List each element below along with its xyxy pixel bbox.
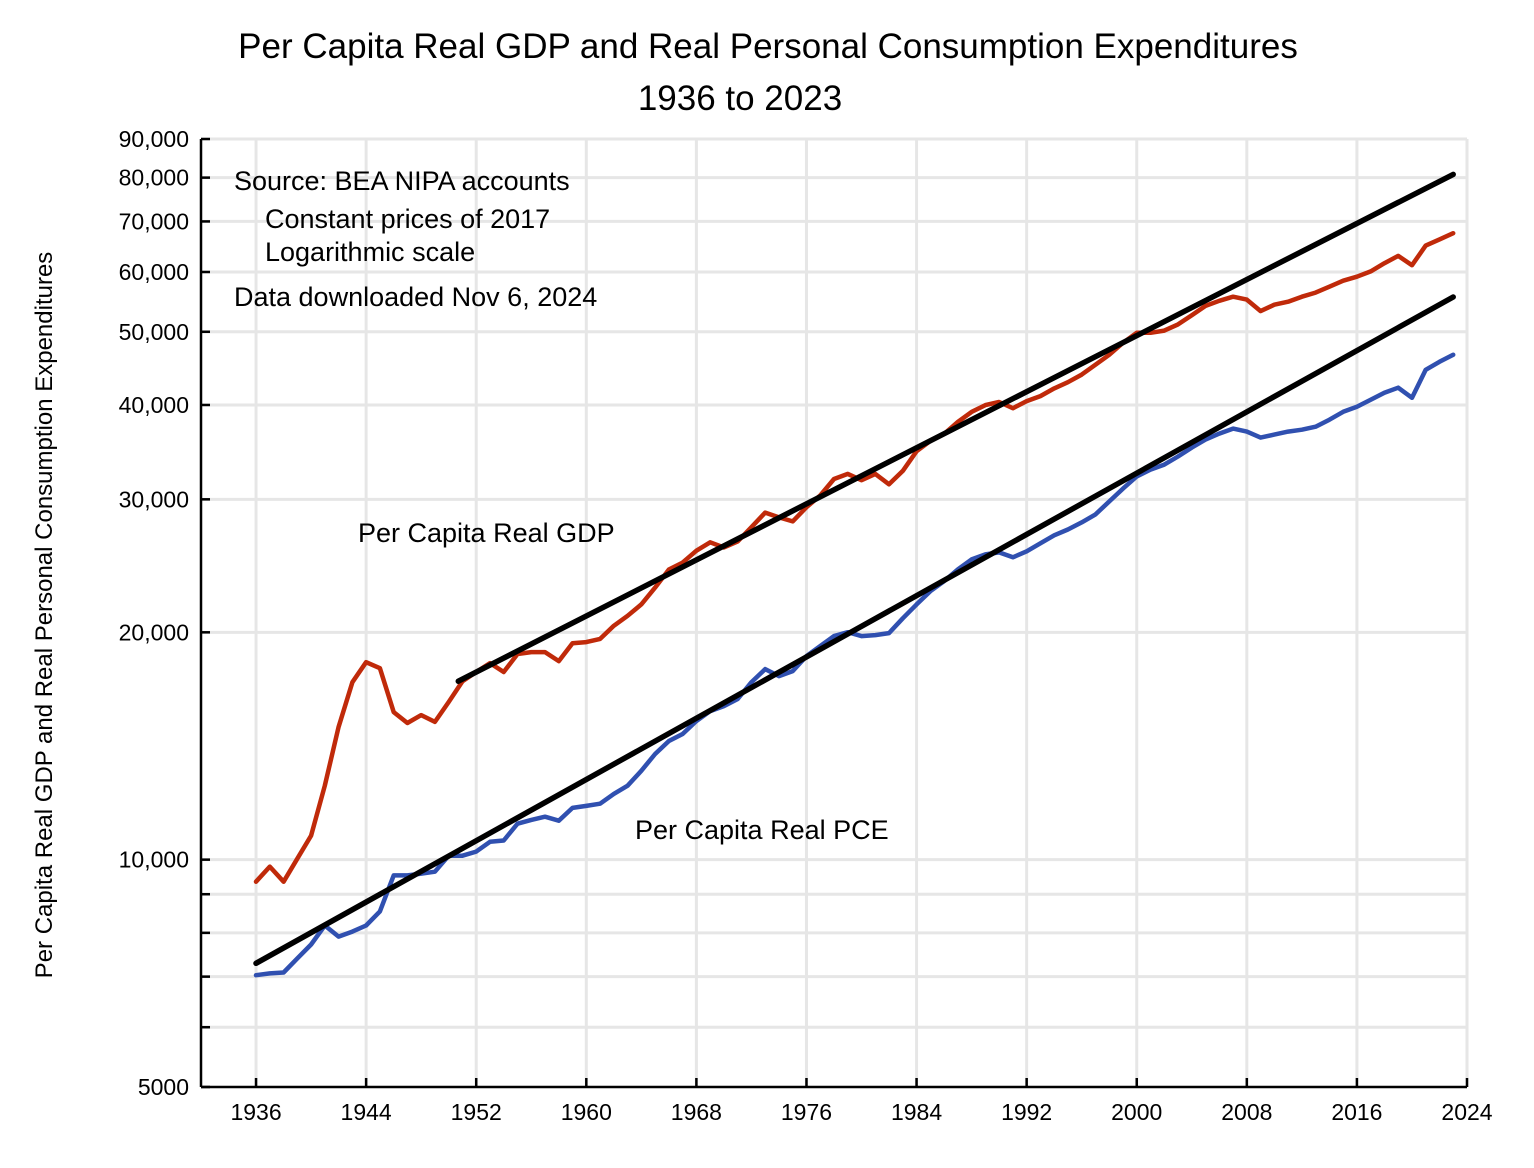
y-axis-ticks: 5000 10,000 20,000 30,000 40,000 50,000 60,000…	[119, 126, 210, 1100]
y-tick-label: 80,000	[119, 165, 189, 191]
x-tick-label: 2008	[1221, 1099, 1272, 1125]
x-tick-label: 1944	[341, 1099, 392, 1125]
chart-title: Per Capita Real GDP and Real Personal Co…	[238, 27, 1298, 66]
x-tick-label: 2024	[1441, 1099, 1492, 1125]
y-tick-label: 90,000	[119, 126, 189, 152]
x-tick-label: 1984	[891, 1099, 942, 1125]
y-tick-label: 70,000	[119, 208, 189, 234]
x-tick-label: 2016	[1331, 1099, 1382, 1125]
y-tick-label: 10,000	[119, 847, 189, 873]
pce-trend-line-line	[253, 294, 1456, 967]
x-tick-label: 2000	[1111, 1099, 1162, 1125]
annotation-log-scale: Logarithmic scale	[265, 237, 475, 267]
x-tick-label: 1976	[781, 1099, 832, 1125]
x-tick-label: 1952	[451, 1099, 502, 1125]
x-tick-label: 1936	[230, 1099, 281, 1125]
label-gdp-series: Per Capita Real GDP	[358, 518, 615, 548]
x-tick-label: 1960	[561, 1099, 612, 1125]
annotation-download-date: Data downloaded Nov 6, 2024	[234, 282, 597, 312]
x-tick-label: 1968	[671, 1099, 722, 1125]
gdp-trend-line-line	[455, 171, 1456, 684]
y-tick-label: 40,000	[119, 392, 189, 418]
y-tick-label: 30,000	[119, 486, 189, 512]
gridlines	[201, 137, 1469, 1087]
y-tick-label: 5000	[138, 1074, 189, 1100]
y-axis-label: Per Capita Real GDP and Real Personal Co…	[31, 252, 58, 979]
y-tick-label: 20,000	[119, 619, 189, 645]
annotation-source: Source: BEA NIPA accounts	[234, 166, 570, 196]
chart-subtitle: 1936 to 2023	[638, 79, 842, 118]
y-tick-label: 50,000	[119, 319, 189, 345]
series-lines	[253, 171, 1456, 978]
label-pce-series: Per Capita Real PCE	[635, 815, 889, 845]
x-axis-ticks: 1936 1944 1952 1960 1968 1976 1984 1992 2000 2008…	[230, 1078, 1493, 1125]
axes	[199, 139, 1467, 1089]
y-tick-label: 60,000	[119, 259, 189, 285]
per-capita-real-pce-line	[253, 352, 1456, 978]
annotation-constant-prices: Constant prices of 2017	[265, 204, 550, 234]
x-tick-label: 1992	[1001, 1099, 1052, 1125]
